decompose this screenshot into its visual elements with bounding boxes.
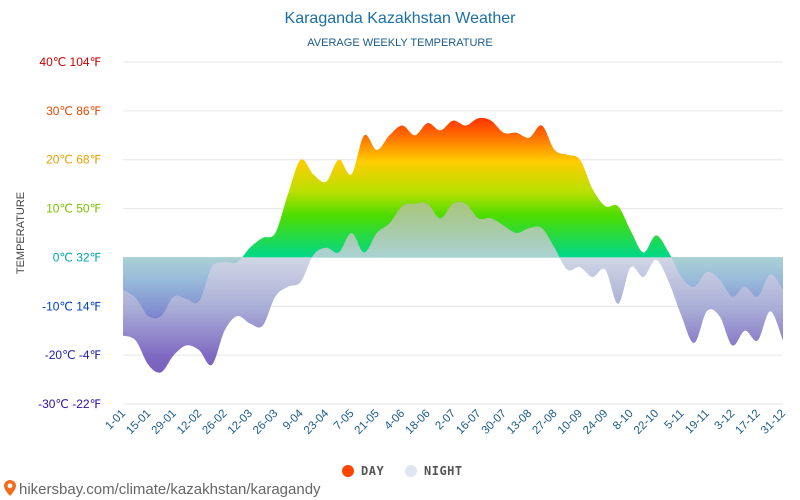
source-link[interactable]: hikersbay.com/climate/kazakhstan/karagan… xyxy=(4,480,321,498)
legend-day-swatch[interactable] xyxy=(342,465,354,477)
y-axis-label: TEMPERATURE xyxy=(15,192,27,274)
legend: DAY NIGHT xyxy=(342,464,463,478)
y-tick-label: 30℃ 86℉ xyxy=(46,104,101,118)
y-tick-label: 20℃ 68℉ xyxy=(46,153,101,167)
x-tick-label: 27-08 xyxy=(530,408,559,437)
chart-title: Karaganda Kazakhstan Weather xyxy=(285,10,517,27)
night-series-area xyxy=(123,201,783,373)
y-tick-label: -10℃ 14℉ xyxy=(42,299,101,313)
x-tick-label: 24-09 xyxy=(581,408,610,437)
x-tick-label: 10-09 xyxy=(556,408,585,437)
legend-night-swatch[interactable] xyxy=(405,465,417,477)
x-tick-label: 13-08 xyxy=(505,408,534,437)
x-tick-label: 31-12 xyxy=(759,408,788,437)
x-tick-label: 18-06 xyxy=(403,408,432,437)
x-tick-label: 29-01 xyxy=(150,408,179,437)
chart-subtitle: AVERAGE WEEKLY TEMPERATURE xyxy=(307,37,492,49)
x-tick-label: 30-07 xyxy=(480,408,509,437)
x-tick-label: 19-11 xyxy=(683,408,712,437)
source-url[interactable]: hikersbay.com/climate/kazakhstan/karagan… xyxy=(19,481,321,498)
location-pin-icon xyxy=(4,480,16,496)
x-tick-label: 17-12 xyxy=(733,408,762,437)
y-tick-label: 40℃ 104℉ xyxy=(39,55,101,69)
y-tick-label: 0℃ 32℉ xyxy=(53,250,101,264)
y-tick-label: -30℃ -22℉ xyxy=(38,397,101,411)
x-tick-label: 15-01 xyxy=(124,408,153,437)
x-tick-label: 26-03 xyxy=(251,408,280,437)
x-tick-label: 12-03 xyxy=(226,408,255,437)
x-tick-label: 23-04 xyxy=(302,407,332,437)
x-tick-label: 26-02 xyxy=(200,408,229,437)
legend-day-label[interactable]: DAY xyxy=(361,464,384,478)
x-tick-label: 22-10 xyxy=(632,408,661,437)
y-axis-ticks: 40℃ 104℉ 30℃ 86℉ 20℃ 68℉ 10℃ 50℉ 0℃ 32℉ -10℃ … xyxy=(38,55,101,411)
legend-night-label[interactable]: NIGHT xyxy=(424,464,463,478)
y-tick-label: 10℃ 50℉ xyxy=(46,202,101,216)
x-tick-label: 12-02 xyxy=(175,408,204,437)
x-tick-label: 21-05 xyxy=(353,408,382,437)
y-tick-label: -20℃ -4℉ xyxy=(45,348,101,362)
x-tick-label: 16-07 xyxy=(454,408,483,437)
